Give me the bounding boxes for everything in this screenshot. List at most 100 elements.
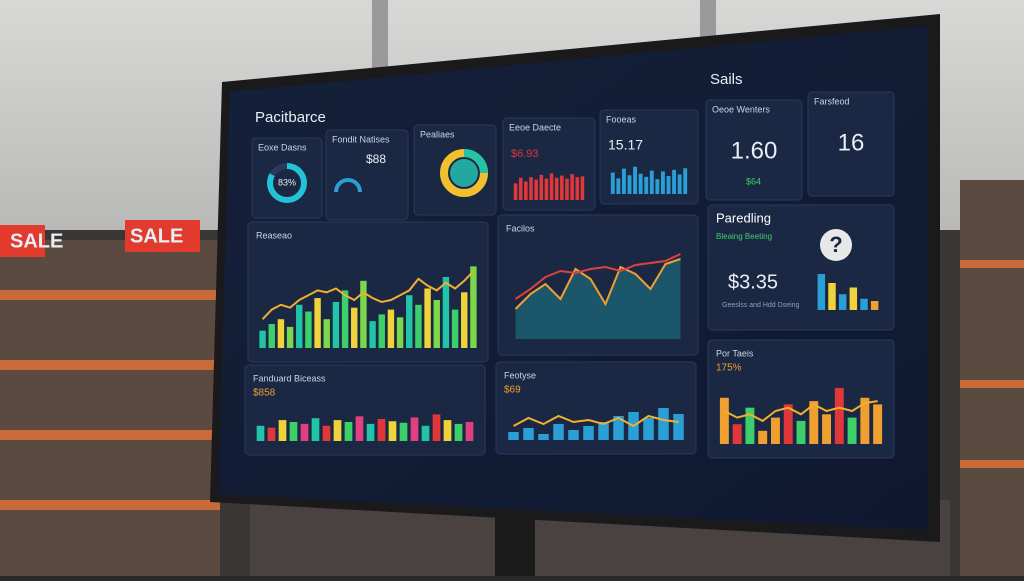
donut-arc bbox=[267, 163, 307, 203]
bar bbox=[575, 177, 580, 200]
bar bbox=[406, 295, 413, 348]
bar bbox=[387, 309, 395, 348]
bar bbox=[860, 298, 868, 310]
bar bbox=[454, 423, 463, 441]
trend-line bbox=[723, 400, 878, 423]
panel bbox=[325, 129, 409, 221]
bar bbox=[256, 425, 265, 441]
bar bbox=[268, 324, 275, 348]
bar bbox=[529, 177, 533, 200]
tile-title: Fondit Natises bbox=[332, 134, 390, 144]
bar bbox=[300, 423, 309, 441]
bar bbox=[673, 414, 684, 440]
bar bbox=[822, 414, 832, 444]
tile-value: 1.60 bbox=[731, 137, 778, 164]
panel-title: Reaseao bbox=[256, 230, 292, 240]
gauge bbox=[334, 178, 362, 193]
bar bbox=[655, 179, 660, 194]
bar bbox=[360, 280, 367, 348]
tile-title: Pealiaes bbox=[420, 129, 455, 139]
tile-sub: $64 bbox=[746, 176, 761, 186]
panel bbox=[807, 91, 895, 197]
bar bbox=[341, 290, 349, 348]
bar bbox=[305, 311, 312, 348]
sale-text: SALE bbox=[130, 225, 183, 247]
bar bbox=[451, 309, 459, 348]
bar bbox=[613, 416, 624, 440]
bar bbox=[314, 298, 321, 348]
bar bbox=[672, 169, 677, 194]
bar bbox=[278, 420, 287, 441]
tile-value: $6.93 bbox=[511, 148, 539, 160]
bar bbox=[549, 173, 554, 200]
panel-value: $858 bbox=[253, 388, 276, 399]
bar bbox=[560, 175, 564, 200]
bar bbox=[660, 171, 665, 194]
bar bbox=[538, 434, 549, 440]
bar bbox=[378, 314, 385, 348]
bar bbox=[461, 292, 468, 348]
bar bbox=[470, 266, 477, 348]
bar bbox=[809, 401, 819, 444]
tile-value: $88 bbox=[366, 152, 386, 166]
panel-value: $69 bbox=[504, 385, 521, 396]
bar bbox=[539, 174, 544, 200]
sale-sign bbox=[125, 220, 200, 252]
bar bbox=[834, 387, 844, 444]
panel-value: $3.35 bbox=[728, 271, 778, 293]
bar bbox=[666, 176, 671, 194]
line bbox=[514, 253, 681, 300]
bar bbox=[432, 414, 441, 441]
bar bbox=[598, 422, 609, 440]
bar bbox=[524, 181, 528, 200]
bar bbox=[732, 424, 742, 444]
tile-title: Eeoe Daecte bbox=[509, 122, 561, 132]
bar bbox=[322, 425, 331, 441]
trend-line bbox=[261, 270, 475, 320]
bar bbox=[828, 283, 836, 310]
panel bbox=[251, 137, 323, 219]
trend-line bbox=[513, 414, 679, 428]
bar bbox=[443, 420, 452, 441]
bar bbox=[745, 407, 755, 444]
bar bbox=[366, 423, 375, 441]
tile-value: 16 bbox=[838, 129, 865, 156]
bar bbox=[259, 330, 266, 348]
bar bbox=[565, 178, 569, 200]
bar bbox=[621, 168, 626, 194]
bar bbox=[796, 420, 806, 444]
bar bbox=[610, 172, 615, 194]
bar bbox=[410, 417, 419, 441]
panel-title: Por Taeis bbox=[716, 348, 754, 358]
bar bbox=[508, 432, 519, 440]
bar bbox=[616, 178, 621, 194]
bar bbox=[277, 319, 285, 348]
dashboard-title: Pacitbarce bbox=[255, 109, 326, 126]
brand: Sails bbox=[710, 71, 743, 88]
bar bbox=[644, 176, 649, 194]
panel-value: 175% bbox=[716, 363, 742, 374]
icon: ? bbox=[829, 232, 842, 257]
bar bbox=[377, 418, 386, 441]
bar bbox=[544, 178, 549, 200]
line bbox=[514, 258, 681, 310]
bar bbox=[465, 422, 474, 441]
bar bbox=[860, 397, 870, 444]
bar bbox=[323, 319, 330, 348]
panel-title: Fanduard Biceass bbox=[253, 373, 326, 383]
bar bbox=[677, 174, 682, 194]
icon-bg bbox=[820, 229, 852, 261]
bar bbox=[638, 173, 643, 194]
bar bbox=[415, 304, 422, 348]
bar bbox=[817, 274, 826, 310]
bar bbox=[289, 422, 298, 441]
panel-title: Feotyse bbox=[504, 370, 536, 380]
bar bbox=[523, 428, 534, 440]
panel-note: Geeslss and Hdd Dseing bbox=[722, 302, 800, 309]
dashboard: Eoxe Dasns 83% Fondit Natises $88 Pealiaes Ee… bbox=[244, 91, 895, 459]
sale-sign bbox=[0, 225, 45, 257]
bar bbox=[770, 417, 780, 444]
panel-title: Facilos bbox=[506, 223, 535, 233]
bar bbox=[286, 326, 294, 348]
